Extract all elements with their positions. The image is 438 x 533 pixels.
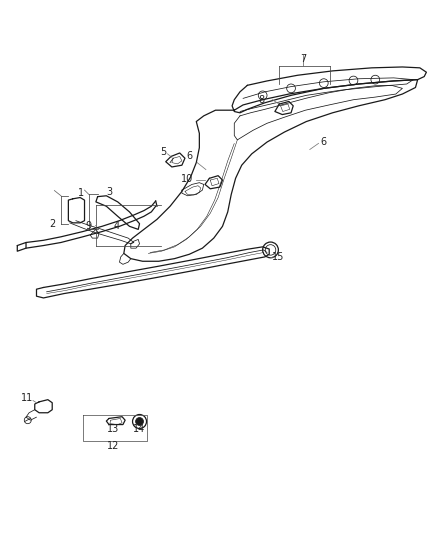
Text: 8: 8 xyxy=(259,95,265,104)
Text: 5: 5 xyxy=(160,147,166,157)
Text: 6: 6 xyxy=(186,151,192,161)
Text: 10: 10 xyxy=(181,174,194,184)
Text: 4: 4 xyxy=(113,221,120,231)
Text: 1: 1 xyxy=(78,188,85,198)
Text: 3: 3 xyxy=(106,187,112,197)
Circle shape xyxy=(136,417,144,425)
Text: 2: 2 xyxy=(49,219,55,229)
Text: 9: 9 xyxy=(86,221,92,231)
Text: 15: 15 xyxy=(272,252,284,262)
Text: 7: 7 xyxy=(300,54,306,64)
Text: 6: 6 xyxy=(321,137,327,147)
Text: 12: 12 xyxy=(107,440,120,450)
Text: 13: 13 xyxy=(107,424,120,434)
Text: 14: 14 xyxy=(134,424,146,434)
Text: 11: 11 xyxy=(21,393,33,403)
